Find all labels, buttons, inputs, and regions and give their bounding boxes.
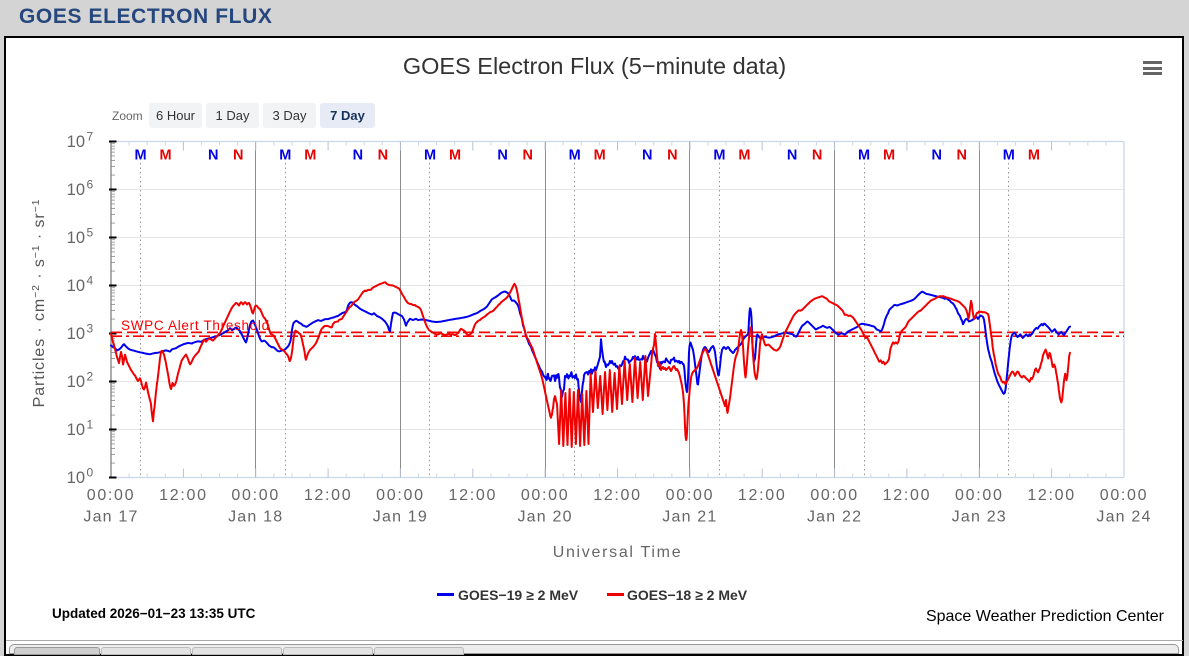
svg-text:N: N [667,148,677,164]
svg-text:00:00: 00:00 [955,487,1004,504]
svg-text:12:00: 12:00 [738,487,787,504]
svg-text:M: M [134,148,146,164]
svg-text:3: 3 [87,322,94,336]
svg-text:10: 10 [67,421,85,439]
svg-text:Jan 20: Jan 20 [517,509,572,526]
svg-text:N: N [378,148,388,164]
svg-text:N: N [957,148,967,164]
svg-text:00:00: 00:00 [1100,487,1149,504]
svg-text:12:00: 12:00 [159,487,208,504]
svg-text:10: 10 [67,325,85,343]
svg-text:2: 2 [87,370,94,384]
svg-text:M: M [883,148,895,164]
svg-text:M: M [713,148,725,164]
svg-text:10: 10 [67,133,85,151]
svg-text:10: 10 [67,229,85,247]
svg-text:N: N [233,148,243,164]
svg-text:M: M [160,148,172,164]
svg-text:12:00: 12:00 [449,487,498,504]
svg-text:10: 10 [67,277,85,295]
svg-text:Jan 21: Jan 21 [662,509,717,526]
svg-text:N: N [522,148,532,164]
svg-text:10: 10 [67,469,85,487]
svg-text:N: N [353,148,363,164]
svg-text:0: 0 [87,466,94,480]
svg-text:12:00: 12:00 [593,487,642,504]
svg-text:M: M [1003,148,1015,164]
svg-text:00:00: 00:00 [376,487,425,504]
svg-text:N: N [208,148,218,164]
svg-text:N: N [812,148,822,164]
svg-text:00:00: 00:00 [87,487,136,504]
svg-text:Jan 22: Jan 22 [807,509,862,526]
svg-text:SWPC Alert Threshold: SWPC Alert Threshold [121,318,270,333]
svg-text:00:00: 00:00 [521,487,570,504]
svg-text:10: 10 [67,181,85,199]
svg-text:12:00: 12:00 [883,487,932,504]
svg-text:Jan 17: Jan 17 [83,509,138,526]
svg-text:N: N [642,148,652,164]
svg-text:Jan 19: Jan 19 [373,509,428,526]
svg-text:M: M [304,148,316,164]
svg-text:M: M [424,148,436,164]
svg-text:10: 10 [67,373,85,391]
svg-text:00:00: 00:00 [231,487,280,504]
svg-text:Particles · cm−2 · s−1 · sr−1: Particles · cm−2 · s−1 · sr−1 [30,199,48,408]
svg-text:5: 5 [87,226,94,240]
svg-text:Jan 18: Jan 18 [228,509,283,526]
svg-text:Universal Time: Universal Time [553,544,683,561]
svg-text:M: M [279,148,291,164]
svg-text:N: N [787,148,797,164]
svg-text:N: N [497,148,507,164]
svg-text:12:00: 12:00 [304,487,353,504]
svg-text:00:00: 00:00 [666,487,715,504]
svg-text:00:00: 00:00 [810,487,859,504]
svg-text:6: 6 [87,178,94,192]
svg-text:7: 7 [87,130,94,144]
svg-text:Jan 23: Jan 23 [952,509,1007,526]
svg-text:Jan 24: Jan 24 [1096,509,1151,526]
svg-text:M: M [569,148,581,164]
svg-text:12:00: 12:00 [1027,487,1076,504]
svg-text:M: M [449,148,461,164]
svg-text:M: M [1028,148,1040,164]
svg-text:N: N [932,148,942,164]
svg-text:4: 4 [87,274,94,288]
svg-text:M: M [738,148,750,164]
svg-text:M: M [858,148,870,164]
svg-text:1: 1 [87,418,94,432]
svg-text:M: M [594,148,606,164]
